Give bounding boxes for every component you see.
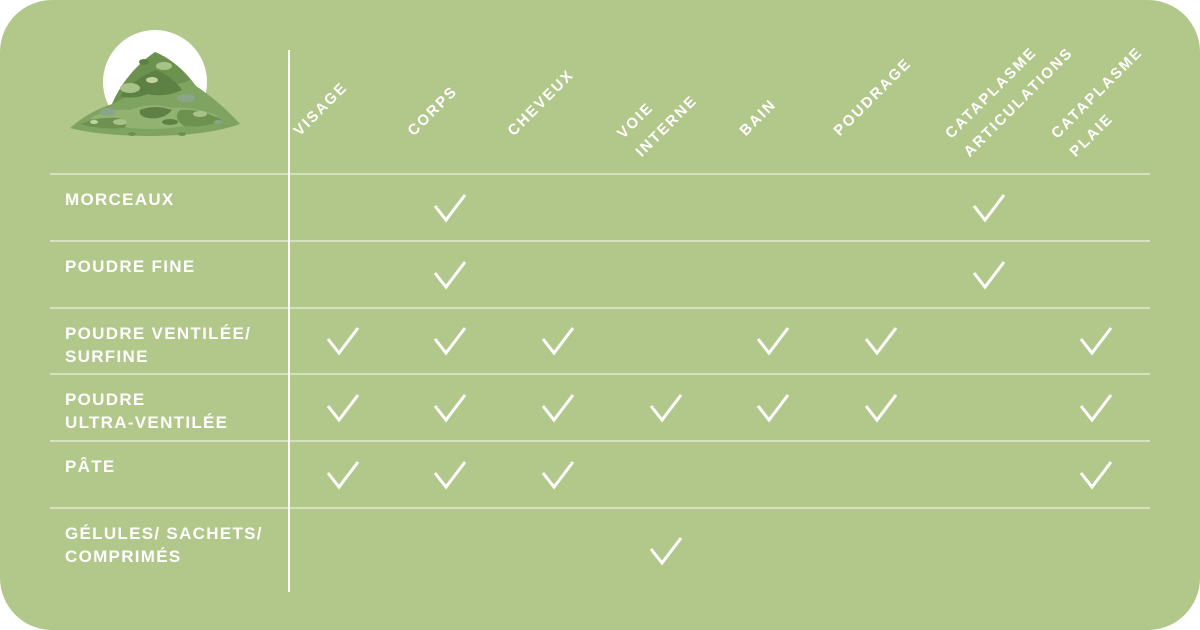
check-cell-morceaux-cataplasme-articulations [935, 175, 1043, 240]
check-cell-poudre-ventilee-surfine-visage [289, 309, 397, 373]
check-cell-gelules-sachets-comprimes-corps [397, 509, 505, 592]
check-icon [1080, 393, 1113, 422]
column-header-label: VOIE INTERNE [614, 91, 701, 161]
check-cell-morceaux-cheveux [504, 175, 612, 240]
check-icon [972, 193, 1005, 222]
check-cell-gelules-sachets-comprimes-visage [289, 509, 397, 592]
row-label: POUDRE FINE [65, 257, 196, 276]
check-cell-poudre-fine-bain [720, 242, 828, 307]
check-icon [434, 193, 467, 222]
check-icon [864, 393, 898, 422]
row-label: GÉLULES/ SACHETS/COMPRIMÉS [65, 524, 263, 566]
check-icon [1080, 327, 1113, 356]
table-row-pate: PÂTE [50, 440, 1150, 507]
check-cell-gelules-sachets-comprimes-poudrage [827, 509, 935, 592]
check-cell-pate-bain [720, 442, 828, 507]
row-label: POUDRE VENTILÉE/SURFINE [65, 324, 252, 366]
table-row-poudre-fine: POUDRE FINE [50, 240, 1150, 307]
table-row-morceaux: MORCEAUX [50, 173, 1150, 240]
check-icon [864, 327, 898, 356]
check-cell-gelules-sachets-comprimes-voie-interne [612, 509, 720, 592]
check-cell-poudre-fine-visage [289, 242, 397, 307]
row-label: MORCEAUX [65, 190, 175, 209]
check-cell-morceaux-poudrage [827, 175, 935, 240]
check-cell-poudre-ventilee-surfine-corps [397, 309, 505, 373]
check-icon [757, 393, 790, 422]
table-row-gelules-sachets-comprimes: GÉLULES/ SACHETS/COMPRIMÉS [50, 507, 1150, 592]
column-header-label: BAIN [736, 95, 781, 140]
check-cell-gelules-sachets-comprimes-bain [720, 509, 828, 592]
check-cell-morceaux-corps [397, 175, 505, 240]
check-cell-poudre-ultra-ventilee-cataplasme-articulations [935, 375, 1043, 440]
check-cell-morceaux-visage [289, 175, 397, 240]
check-icon [649, 393, 682, 422]
check-icon [972, 260, 1005, 289]
check-icon [1080, 460, 1113, 489]
column-header-label: CATAPLASME ARTICULATIONS [942, 43, 1077, 161]
check-cell-pate-voie-interne [612, 442, 720, 507]
check-cell-poudre-fine-corps [397, 242, 505, 307]
check-cell-poudre-ultra-ventilee-poudrage [827, 375, 935, 440]
check-cell-gelules-sachets-comprimes-cataplasme-articulations [935, 509, 1043, 592]
check-cell-poudre-ventilee-surfine-cheveux [504, 309, 612, 373]
table-row-poudre-ventilee-surfine: POUDRE VENTILÉE/SURFINE [50, 307, 1150, 373]
check-cell-pate-visage [289, 442, 397, 507]
check-icon [757, 327, 790, 356]
check-cell-poudre-ultra-ventilee-corps [397, 375, 505, 440]
check-cell-morceaux-bain [720, 175, 828, 240]
check-cell-pate-cataplasme-plaie [1042, 442, 1150, 507]
check-cell-poudre-ultra-ventilee-voie-interne [612, 375, 720, 440]
table-body: MORCEAUX POUDRE FINE POUDRE VENTILÉE/SURFI… [50, 173, 1150, 592]
check-cell-gelules-sachets-comprimes-cheveux [504, 509, 612, 592]
check-icon [649, 536, 682, 565]
check-icon [541, 393, 575, 422]
check-cell-poudre-ventilee-surfine-poudrage [827, 309, 935, 373]
check-icon [326, 393, 360, 422]
check-cell-morceaux-voie-interne [612, 175, 720, 240]
check-cell-morceaux-cataplasme-plaie [1042, 175, 1150, 240]
check-icon [326, 327, 360, 356]
check-cell-poudre-ultra-ventilee-bain [720, 375, 828, 440]
check-cell-poudre-ventilee-surfine-cataplasme-articulations [935, 309, 1043, 373]
check-cell-poudre-fine-voie-interne [612, 242, 720, 307]
check-cell-pate-corps [397, 442, 505, 507]
table-row-poudre-ultra-ventilee: POUDRE ULTRA-VENTILÉE [50, 373, 1150, 440]
check-cell-pate-cataplasme-articulations [935, 442, 1043, 507]
check-cell-poudre-ultra-ventilee-cheveux [504, 375, 612, 440]
check-icon [541, 460, 575, 489]
check-cell-gelules-sachets-comprimes-cataplasme-plaie [1042, 509, 1150, 592]
column-header-label: POUDRAGE [830, 54, 916, 140]
check-icon [434, 327, 467, 356]
check-icon [434, 393, 467, 422]
clay-pile-icon [70, 30, 240, 136]
row-label: PÂTE [65, 457, 116, 476]
check-cell-poudre-fine-poudrage [827, 242, 935, 307]
check-cell-poudre-ventilee-surfine-bain [720, 309, 828, 373]
check-cell-poudre-fine-cheveux [504, 242, 612, 307]
check-cell-pate-poudrage [827, 442, 935, 507]
check-cell-poudre-ventilee-surfine-voie-interne [612, 309, 720, 373]
column-header-label: VISAGE [290, 78, 352, 140]
check-cell-poudre-ultra-ventilee-cataplasme-plaie [1042, 375, 1150, 440]
check-cell-poudre-fine-cataplasme-plaie [1042, 242, 1150, 307]
check-icon [541, 327, 575, 356]
check-cell-poudre-ultra-ventilee-visage [289, 375, 397, 440]
check-cell-pate-cheveux [504, 442, 612, 507]
check-icon [434, 260, 467, 289]
row-label: POUDRE ULTRA-VENTILÉE [65, 390, 229, 432]
check-cell-poudre-fine-cataplasme-articulations [935, 242, 1043, 307]
column-header-label: CHEVEUX [504, 66, 578, 140]
table-vertical-divider [288, 50, 290, 592]
check-icon [434, 460, 467, 489]
column-header-label: CORPS [404, 82, 462, 140]
check-cell-poudre-ventilee-surfine-cataplasme-plaie [1042, 309, 1150, 373]
check-icon [326, 460, 360, 489]
